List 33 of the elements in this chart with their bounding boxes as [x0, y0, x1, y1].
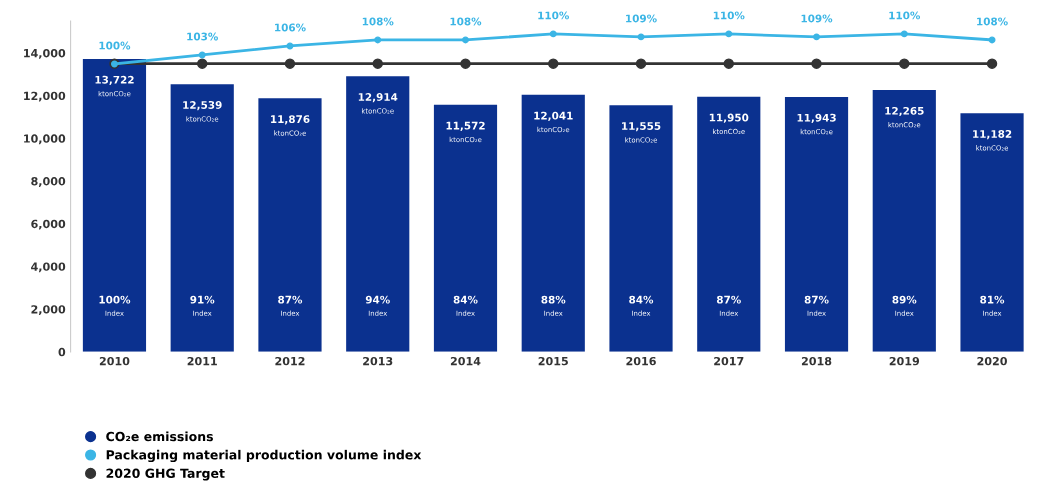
- y-tick-label: 6,000: [31, 219, 66, 230]
- y-tick-label: 12,000: [24, 91, 66, 102]
- y-tick-label: 0: [58, 347, 66, 357]
- x-tick-label: 2019: [889, 356, 920, 366]
- data-label: 108%: [977, 17, 1008, 26]
- data-label: 110%: [889, 11, 921, 20]
- x-tick-label: 2010: [99, 356, 130, 366]
- data-label: 110%: [713, 11, 745, 20]
- legend-label: 2020 GHG Target: [106, 468, 225, 481]
- y-tick-label: 14,000: [24, 48, 66, 59]
- data-label: 103%: [187, 32, 218, 41]
- data-label: 108%: [362, 17, 394, 26]
- legend-label: CO₂e emissions: [106, 431, 213, 442]
- x-tick-label: 2018: [801, 356, 832, 366]
- data-label: 106%: [275, 23, 306, 32]
- x-tick-label: 2016: [626, 356, 656, 366]
- data-label: 108%: [450, 17, 482, 26]
- y-tick-label: 4,000: [31, 262, 66, 273]
- y-tick-label: 8,000: [31, 177, 66, 187]
- legend-label: Packaging material production volume index: [106, 449, 422, 463]
- x-tick-label: 2020: [977, 356, 1007, 366]
- data-label: 109%: [801, 14, 833, 23]
- x-tick-label: 2011: [187, 356, 217, 366]
- x-tick-label: 2015: [538, 356, 568, 366]
- y-tick-label: 2,000: [31, 305, 66, 315]
- x-tick-label: 2013: [363, 356, 393, 366]
- data-label: 100%: [99, 41, 131, 50]
- x-tick-label: 2014: [450, 356, 481, 366]
- x-tick-label: 2012: [275, 356, 305, 366]
- data-label: 109%: [626, 14, 657, 23]
- y-tick-label: 10,000: [24, 134, 66, 145]
- data-label: 110%: [538, 11, 570, 20]
- x-tick-label: 2017: [714, 356, 744, 366]
